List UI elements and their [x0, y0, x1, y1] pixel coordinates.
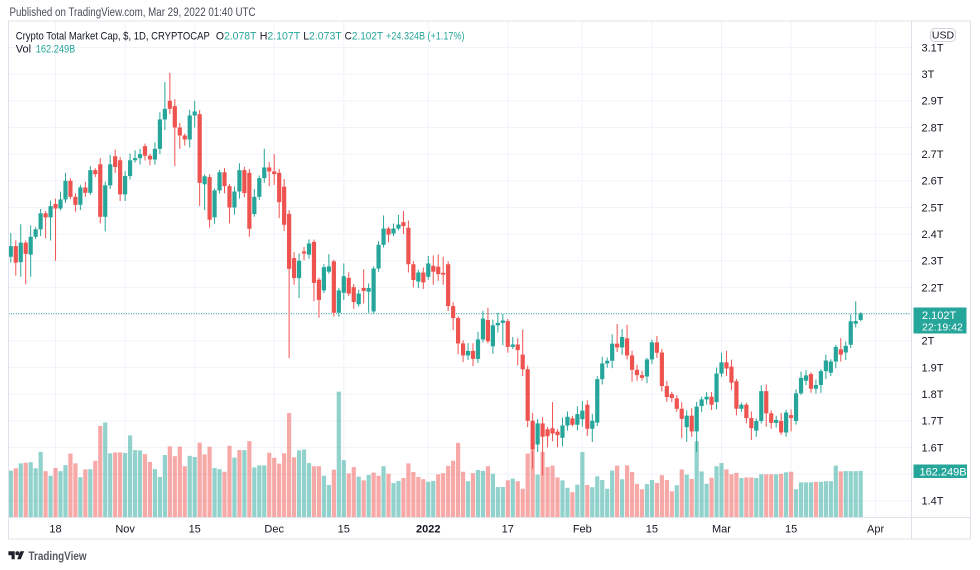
svg-text:O2.078T: O2.078T	[216, 31, 257, 43]
svg-text:Dec: Dec	[264, 524, 284, 536]
svg-text:15: 15	[189, 524, 201, 536]
svg-text:2.7T: 2.7T	[922, 149, 944, 161]
svg-text:Mar: Mar	[712, 524, 731, 536]
svg-text:15: 15	[338, 524, 350, 536]
svg-text:2.102T: 2.102T	[922, 310, 957, 322]
svg-text:Vol: Vol	[16, 44, 31, 56]
svg-text:18: 18	[49, 524, 61, 536]
svg-text:2022: 2022	[416, 524, 440, 536]
svg-text:2.9T: 2.9T	[922, 96, 944, 108]
svg-text:Crypto Total Market Cap, $, 1D: Crypto Total Market Cap, $, 1D, CRYPTOCA…	[16, 31, 210, 43]
svg-text:L2.073T: L2.073T	[303, 31, 342, 43]
svg-text:Nov: Nov	[115, 524, 135, 536]
svg-text:2.6T: 2.6T	[922, 176, 944, 188]
svg-text:1.4T: 1.4T	[922, 496, 944, 508]
svg-text:+24.324B (+1.17%): +24.324B (+1.17%)	[386, 31, 464, 43]
svg-text:C2.102T: C2.102T	[345, 31, 384, 43]
svg-text:H2.107T: H2.107T	[260, 31, 301, 43]
svg-text:1.6T: 1.6T	[922, 442, 944, 454]
svg-text:Apr: Apr	[867, 524, 884, 536]
svg-text:1.9T: 1.9T	[922, 362, 944, 374]
svg-text:Published on TradingView.com,: Published on TradingView.com, Mar 29, 20…	[10, 7, 256, 19]
svg-text:17: 17	[502, 524, 514, 536]
svg-text:3T: 3T	[922, 69, 935, 81]
svg-text:3.1T: 3.1T	[922, 42, 944, 54]
svg-text:Feb: Feb	[573, 524, 592, 536]
svg-text:TradingView: TradingView	[29, 551, 87, 563]
svg-text:2T: 2T	[922, 336, 935, 348]
svg-text:1.8T: 1.8T	[922, 389, 944, 401]
svg-text:22:19:42: 22:19:42	[922, 321, 963, 333]
svg-text:1.7T: 1.7T	[922, 416, 944, 428]
svg-text:2.3T: 2.3T	[922, 256, 944, 268]
svg-text:2.2T: 2.2T	[922, 282, 944, 294]
svg-text:2.5T: 2.5T	[922, 202, 944, 214]
svg-text:162.249B: 162.249B	[920, 466, 967, 478]
svg-text:USD: USD	[932, 30, 955, 42]
svg-text:15: 15	[785, 524, 797, 536]
svg-text:2.8T: 2.8T	[922, 122, 944, 134]
svg-text:2.4T: 2.4T	[922, 229, 944, 241]
svg-text:15: 15	[646, 524, 658, 536]
svg-text:162.249B: 162.249B	[36, 44, 76, 56]
